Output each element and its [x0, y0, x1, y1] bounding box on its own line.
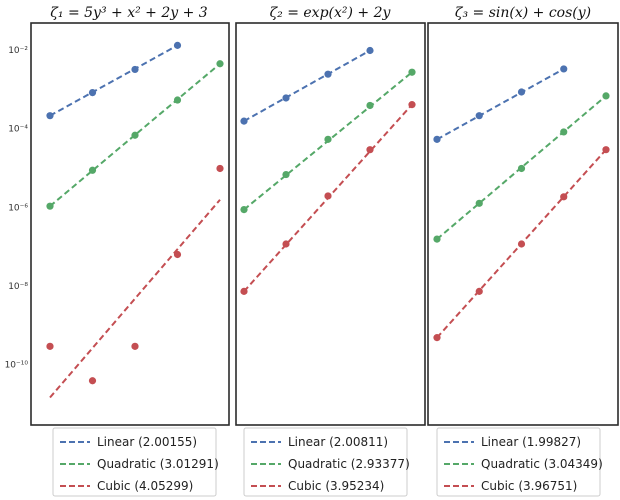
- quadratic-data-point: [366, 101, 374, 110]
- panel-2-legend: Linear (2.00811) Quadratic (2.93377) Cub…: [243, 427, 410, 497]
- cubic-data-point: [240, 287, 248, 295]
- linear-fit-line: [436, 68, 565, 141]
- linear-data-point: [131, 65, 139, 74]
- cubic-data-point: [88, 377, 97, 385]
- quadratic-data-point: [475, 199, 483, 207]
- linear-data-point: [433, 135, 441, 143]
- panel-1-y-tick-labels: 10⁻² 10⁻⁴ 10⁻⁶ 10⁻⁸ 10⁻¹⁰: [5, 46, 29, 371]
- linear-data-point: [475, 112, 483, 120]
- cubic-data-point: [408, 101, 416, 109]
- quadratic-data-point: [131, 131, 139, 139]
- linear-data-point: [366, 46, 374, 55]
- quadratic-fit-line: [436, 95, 607, 240]
- quadratic-data-point: [46, 202, 54, 210]
- linear-fit-line: [49, 44, 178, 117]
- panel-2-plot-frame: [235, 22, 426, 426]
- panel-1-title: ζ₁ = 5y³ + x² + 2y + 3: [50, 5, 207, 21]
- y-tick-label: 10⁻¹⁰: [5, 361, 29, 371]
- legend-quadratic-label: Quadratic (2.93377): [288, 457, 410, 471]
- panel-2-marks: [240, 46, 416, 295]
- quadratic-data-point: [216, 60, 224, 68]
- cubic-data-point: [517, 240, 526, 248]
- cubic-data-point: [131, 342, 139, 350]
- linear-data-point: [324, 70, 332, 78]
- quadratic-data-point: [560, 128, 568, 136]
- cubic-data-point: [366, 146, 374, 154]
- linear-data-point: [88, 88, 97, 97]
- quadratic-data-point: [433, 235, 441, 243]
- linear-data-point: [173, 41, 182, 49]
- quadratic-data-point: [517, 164, 526, 173]
- panel-2: ζ₂ = exp(x²) + 2y Linear (2.00811) Quadr…: [235, 5, 426, 497]
- legend-linear-label: Linear (2.00811): [288, 435, 388, 449]
- quadratic-data-point: [408, 68, 416, 76]
- quadratic-data-point: [173, 96, 182, 104]
- panel-3-plot-frame: [427, 22, 619, 426]
- cubic-data-point: [46, 342, 54, 350]
- cubic-data-point: [324, 192, 332, 200]
- panel-3-title: ζ₃ = sin(x) + cos(y): [455, 5, 591, 21]
- quadratic-data-point: [602, 92, 610, 100]
- cubic-data-point: [173, 250, 182, 259]
- legend-cubic-label: Cubic (3.95234): [288, 479, 384, 493]
- linear-fit-line: [243, 49, 371, 122]
- linear-data-point: [282, 94, 290, 102]
- legend-quadratic-label: Quadratic (3.01291): [97, 457, 219, 471]
- panel-2-title: ζ₂ = exp(x²) + 2y: [270, 5, 392, 21]
- cubic-data-point: [433, 334, 441, 342]
- cubic-data-point: [216, 164, 224, 173]
- quadratic-data-point: [240, 205, 248, 214]
- linear-data-point: [240, 117, 248, 125]
- legend-linear-label: Linear (2.00155): [97, 435, 197, 449]
- panel-1-marks: [46, 41, 224, 399]
- quadratic-data-point: [88, 166, 97, 174]
- cubic-data-point: [560, 193, 568, 201]
- linear-data-point: [517, 88, 526, 96]
- y-tick-label: 10⁻⁶: [8, 203, 28, 213]
- cubic-data-point: [282, 240, 290, 248]
- y-tick-label: 10⁻²: [8, 46, 28, 56]
- legend-box: [436, 427, 601, 497]
- legend-box: [52, 427, 217, 497]
- legend-cubic-label: Cubic (4.05299): [97, 479, 193, 493]
- quadratic-data-point: [282, 170, 290, 179]
- legend-linear-label: Linear (1.99827): [481, 435, 581, 449]
- legend-cubic-label: Cubic (3.96751): [481, 479, 577, 493]
- panel-3-legend: Linear (1.99827) Quadratic (3.04349) Cub…: [436, 427, 603, 497]
- panel-3: ζ₃ = sin(x) + cos(y) Linear (1.99827) Qu…: [427, 5, 619, 497]
- quadratic-data-point: [324, 135, 332, 143]
- panel-1-plot-frame: [30, 22, 230, 426]
- panel-1: ζ₁ = 5y³ + x² + 2y + 3 10⁻² 10⁻⁴ 10⁻⁶ 10…: [5, 5, 230, 497]
- y-tick-label: 10⁻⁴: [8, 125, 28, 135]
- legend-quadratic-label: Quadratic (3.04349): [481, 457, 603, 471]
- legend-box: [243, 427, 408, 497]
- cubic-data-point: [475, 287, 483, 295]
- cubic-data-point: [602, 146, 610, 154]
- linear-data-point: [560, 65, 568, 73]
- cubic-fit-line: [49, 199, 221, 399]
- panel-3-marks: [433, 65, 610, 342]
- linear-data-point: [46, 112, 54, 120]
- y-tick-label: 10⁻⁸: [8, 282, 28, 292]
- panel-1-legend: Linear (2.00155) Quadratic (3.01291) Cub…: [52, 427, 219, 497]
- quadratic-fit-line: [49, 62, 221, 207]
